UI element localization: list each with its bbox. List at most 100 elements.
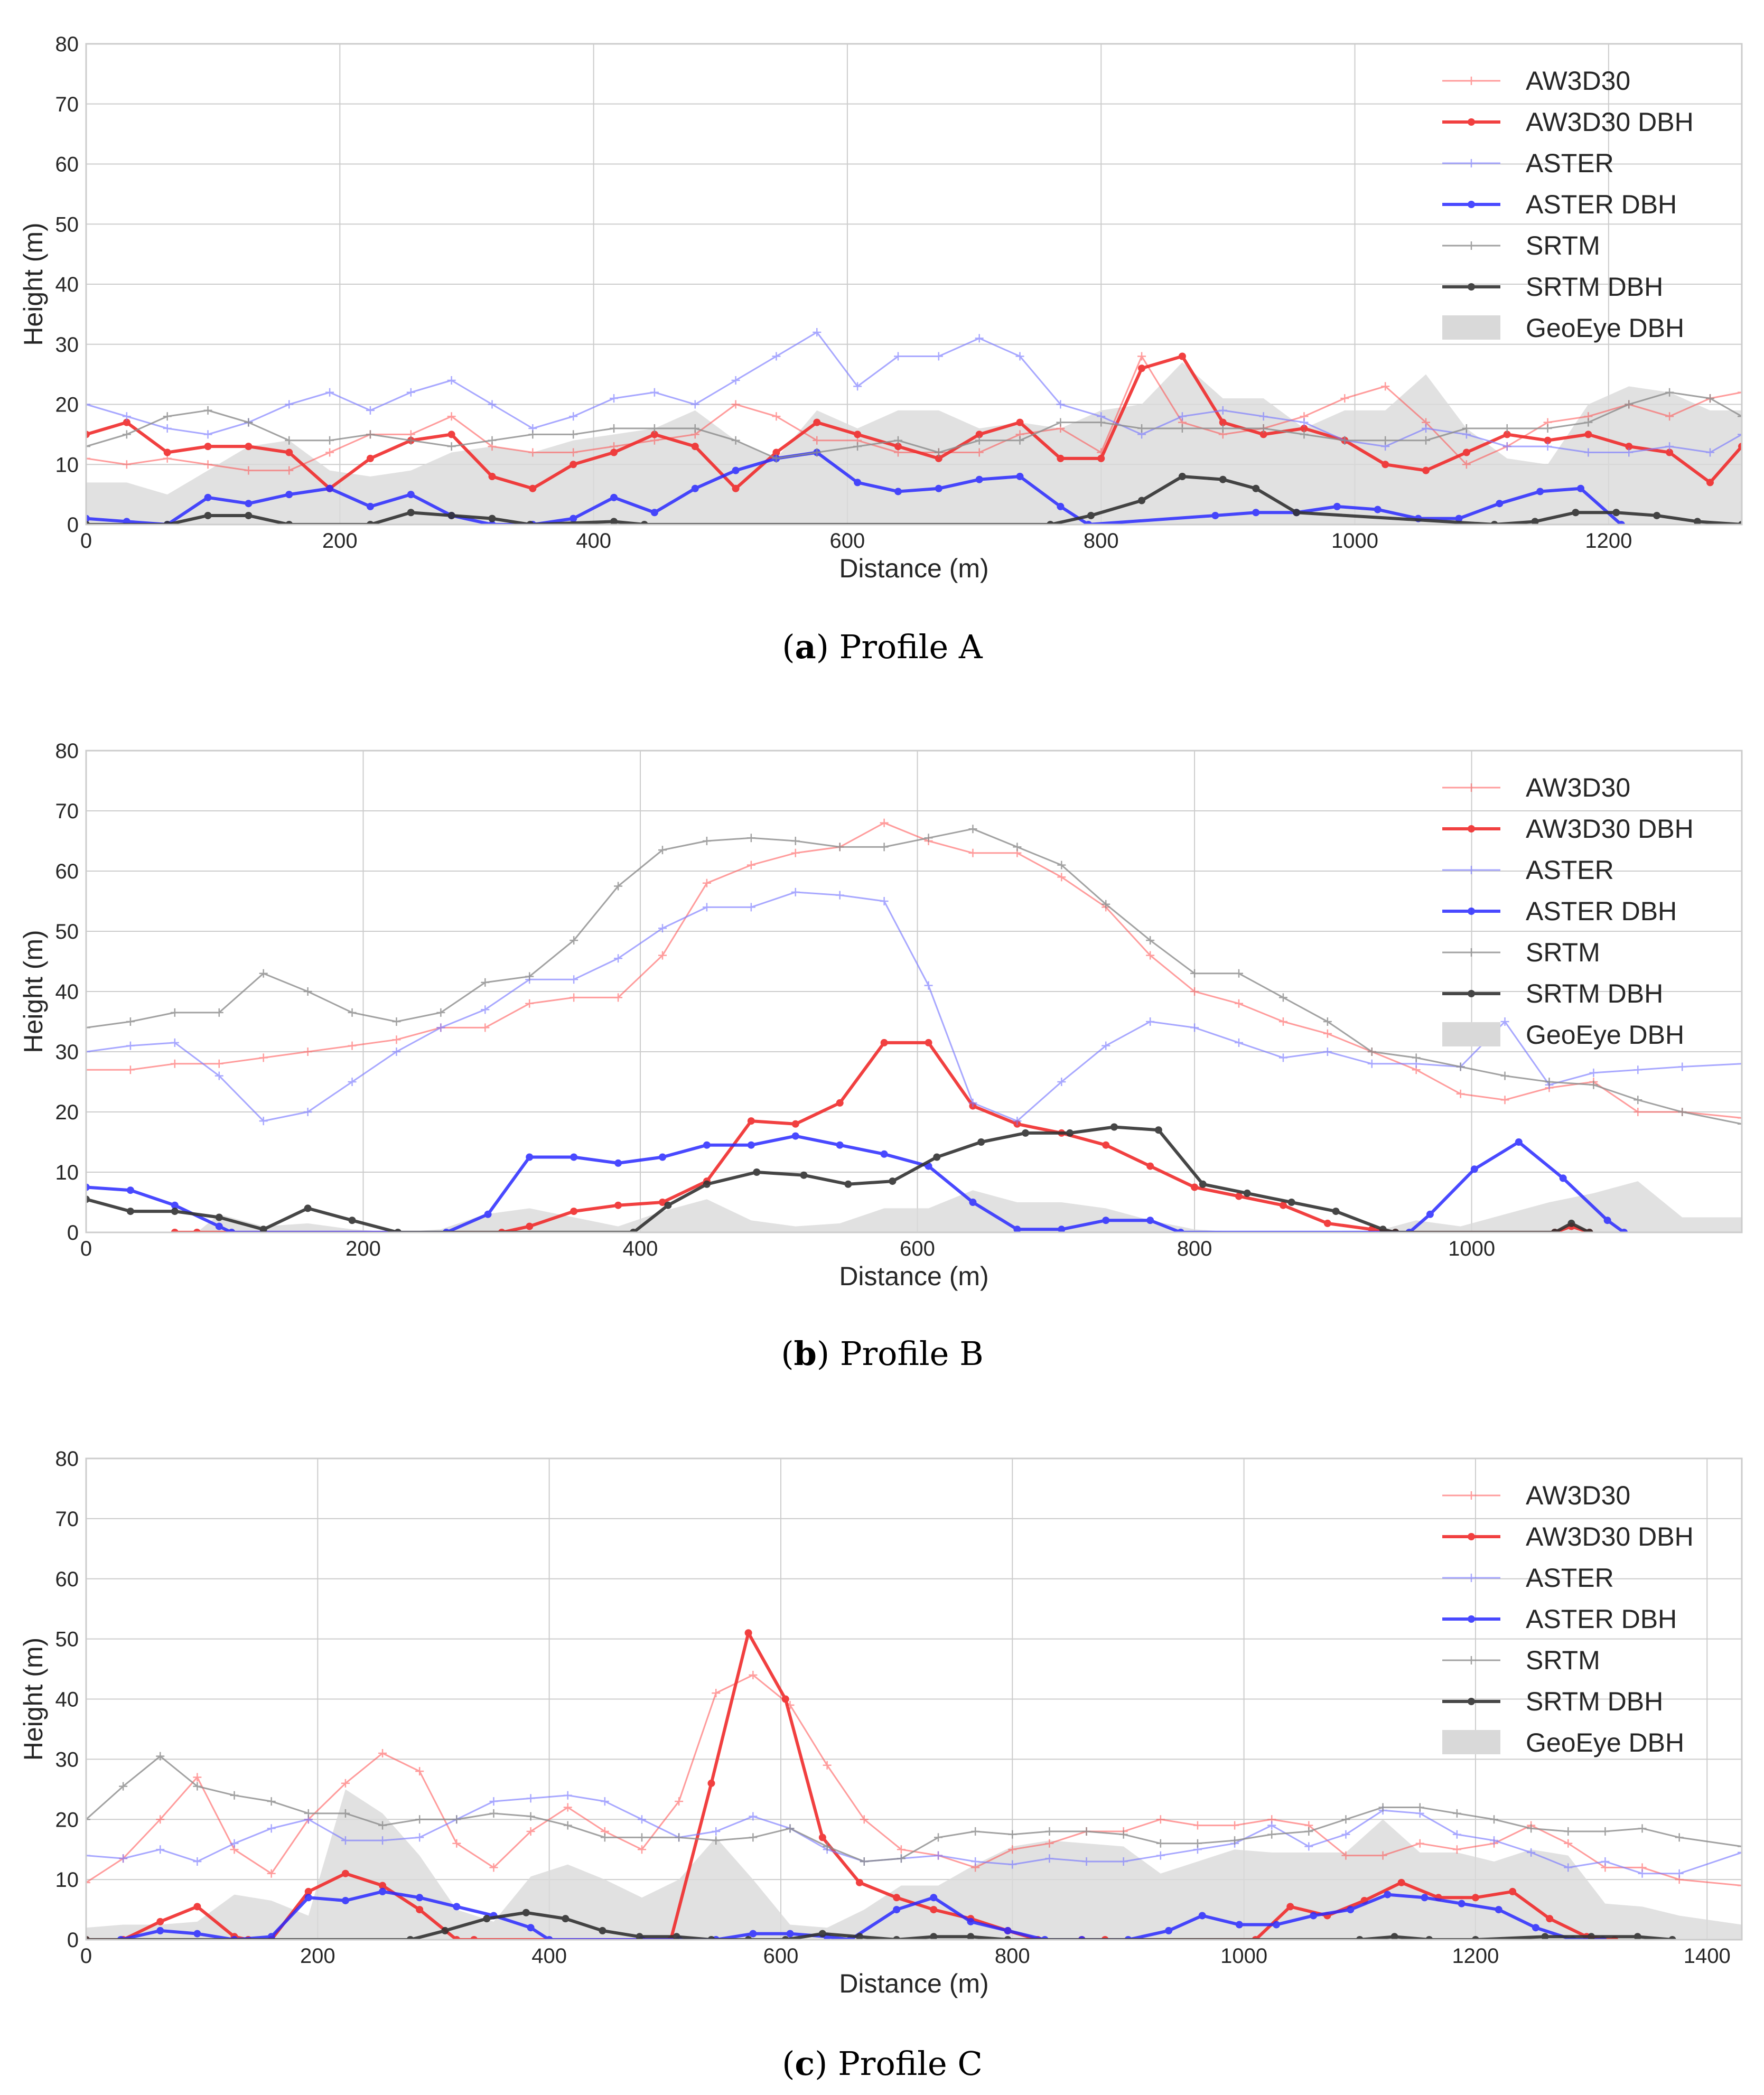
data-point — [123, 518, 130, 525]
data-point — [853, 382, 862, 391]
data-point — [325, 448, 334, 457]
data-point — [650, 509, 658, 517]
legend-item-aster: ASTER — [1442, 1563, 1614, 1593]
data-point — [123, 418, 130, 426]
data-point — [712, 1689, 721, 1698]
y-tick-label: 40 — [55, 980, 79, 1004]
data-point — [122, 412, 131, 421]
data-point — [407, 491, 415, 499]
x-tick-label: 0 — [80, 1944, 92, 1968]
data-point — [1397, 1878, 1405, 1886]
data-point — [749, 1930, 757, 1938]
data-point — [610, 448, 618, 456]
data-point — [1293, 509, 1301, 517]
data-point — [664, 1201, 672, 1209]
legend-label: ASTER — [1526, 148, 1614, 178]
legend-label: AW3D30 DBH — [1526, 1522, 1694, 1551]
data-point — [894, 488, 902, 495]
data-point — [245, 500, 253, 508]
data-point — [1235, 969, 1243, 978]
data-point — [1634, 1933, 1641, 1940]
legend-swatch — [1442, 1698, 1500, 1705]
data-point — [483, 1915, 491, 1923]
data-point — [348, 1041, 357, 1050]
data-point — [600, 1797, 609, 1806]
data-point — [436, 1008, 445, 1017]
data-point — [1421, 1894, 1429, 1902]
data-point — [1490, 1815, 1498, 1824]
data-point — [893, 436, 902, 445]
data-point — [1252, 484, 1260, 492]
data-point — [1016, 473, 1024, 480]
data-point — [163, 448, 171, 456]
data-point — [215, 1222, 223, 1230]
x-tick-label: 1200 — [1585, 529, 1632, 553]
caption-letter: c — [795, 2044, 815, 2083]
data-point — [1462, 460, 1471, 469]
data-point — [1008, 1845, 1017, 1854]
series-srtm — [86, 1752, 1742, 1866]
data-point — [658, 924, 667, 933]
data-point — [855, 1878, 863, 1886]
data-point — [1119, 1830, 1128, 1839]
data-point — [1278, 1017, 1287, 1026]
legend-label: SRTM DBH — [1526, 272, 1663, 302]
data-point — [1178, 352, 1186, 360]
data-point — [406, 1936, 414, 1940]
data-point — [447, 412, 456, 421]
data-point — [1515, 1138, 1523, 1146]
data-point — [1705, 448, 1714, 457]
data-point — [1178, 424, 1187, 433]
data-point — [1412, 1053, 1421, 1062]
data-point — [171, 1229, 179, 1232]
data-point — [791, 848, 800, 857]
data-point — [1013, 1117, 1022, 1126]
legend-label: SRTM — [1526, 938, 1600, 967]
legend-swatch — [1442, 948, 1500, 957]
data-point — [526, 1153, 534, 1161]
data-point — [1589, 1080, 1598, 1089]
legend-swatch — [1442, 1615, 1500, 1623]
data-point — [452, 1839, 461, 1848]
data-point — [1531, 518, 1539, 525]
data-point — [893, 1936, 901, 1940]
data-point — [893, 352, 902, 361]
data-point — [691, 443, 699, 451]
data-point — [1230, 1836, 1239, 1845]
data-point — [1425, 1936, 1433, 1940]
data-point — [1013, 1226, 1021, 1232]
data-point — [1603, 1217, 1611, 1224]
data-point — [325, 388, 334, 397]
data-point — [267, 1797, 276, 1806]
series-layer — [86, 328, 1742, 525]
plot-frame — [85, 750, 1743, 1233]
data-point — [690, 424, 699, 433]
data-point — [854, 479, 862, 487]
data-point — [525, 972, 534, 981]
data-point — [436, 1023, 445, 1032]
data-point — [614, 993, 623, 1002]
data-point — [1146, 951, 1155, 960]
data-point — [1097, 418, 1106, 427]
data-point — [170, 1008, 179, 1017]
data-point — [416, 1894, 424, 1902]
data-point — [204, 511, 212, 519]
data-point — [893, 1906, 901, 1914]
data-point — [259, 969, 268, 978]
data-point — [453, 1936, 461, 1940]
data-point — [1156, 1815, 1165, 1824]
data-point — [447, 442, 456, 451]
data-point — [1551, 1229, 1558, 1232]
data-point — [1085, 521, 1093, 525]
data-point — [614, 1159, 622, 1167]
data-point — [1379, 1226, 1387, 1232]
data-point — [122, 430, 131, 439]
data-point — [854, 431, 862, 438]
data-point — [1378, 1851, 1387, 1860]
legend-item-srtm: SRTM — [1442, 1645, 1600, 1675]
x-axis-label: Distance (m) — [839, 554, 988, 583]
data-point — [1102, 1217, 1110, 1224]
data-point — [1452, 1809, 1461, 1818]
x-tick-label: 1400 — [1684, 1944, 1731, 1968]
